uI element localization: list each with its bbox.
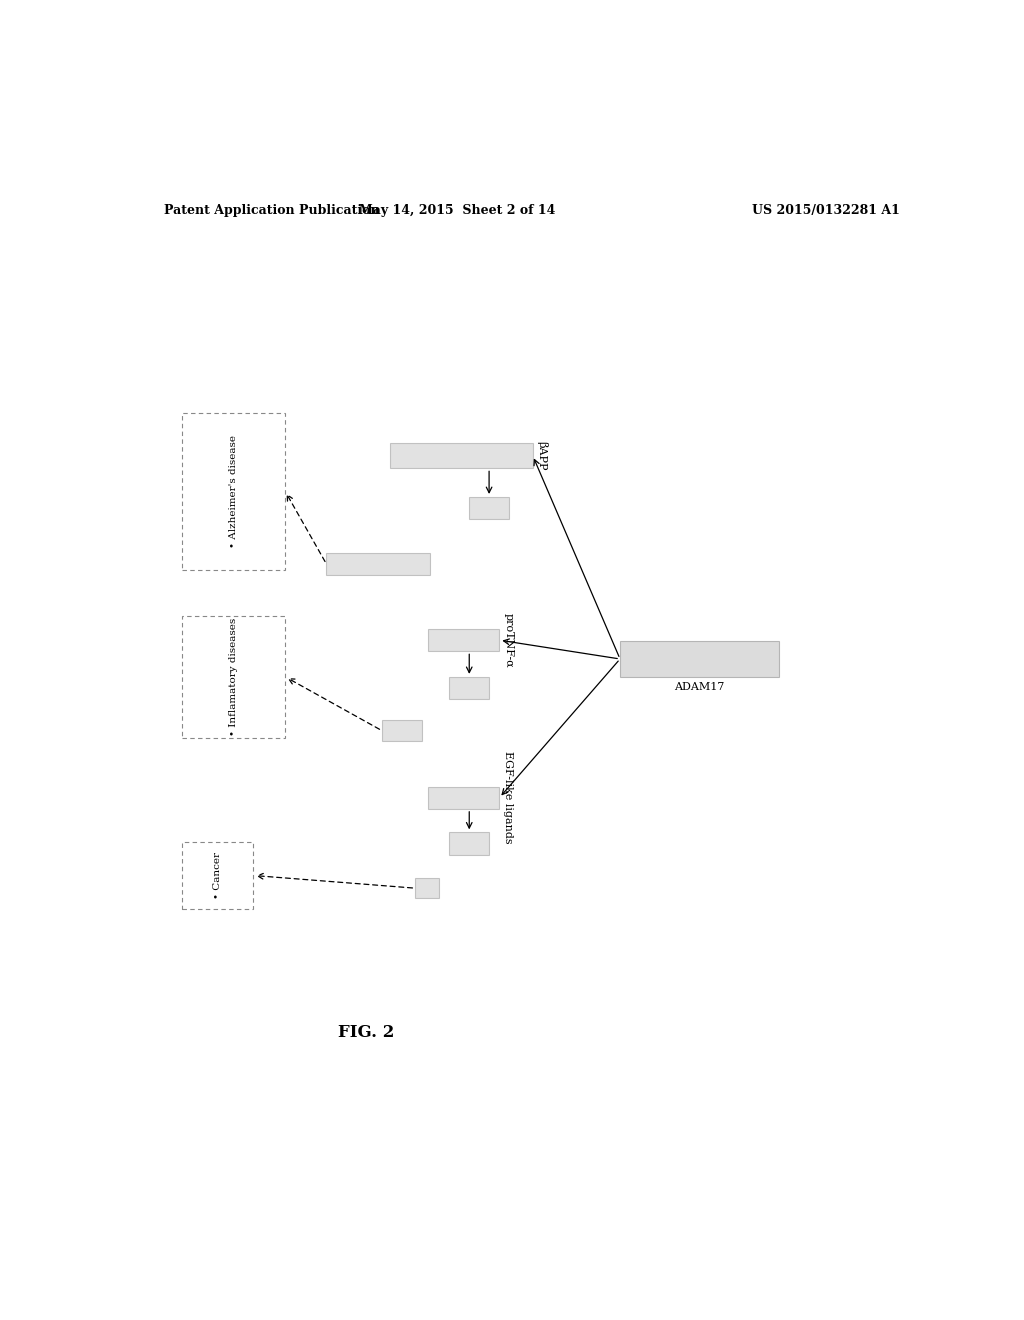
Bar: [469, 496, 509, 519]
Bar: [416, 878, 439, 899]
Bar: [182, 842, 253, 908]
Text: FIG. 2: FIG. 2: [338, 1024, 394, 1041]
Text: • Cancer: • Cancer: [213, 851, 222, 899]
Bar: [428, 630, 500, 651]
Text: EGF-like ligands: EGF-like ligands: [504, 751, 513, 843]
Text: Patent Application Publication: Patent Application Publication: [164, 205, 379, 216]
Text: ADAM17: ADAM17: [674, 682, 725, 692]
Text: May 14, 2015  Sheet 2 of 14: May 14, 2015 Sheet 2 of 14: [359, 205, 556, 216]
Text: proTNF-α: proTNF-α: [504, 612, 513, 668]
Text: βAPP: βAPP: [537, 441, 548, 470]
Bar: [428, 787, 500, 809]
Text: US 2015/0132281 A1: US 2015/0132281 A1: [753, 205, 900, 216]
Bar: [182, 413, 285, 570]
Bar: [450, 677, 489, 700]
Bar: [620, 642, 778, 677]
Text: • Inflamatory diseases: • Inflamatory diseases: [229, 618, 238, 735]
Bar: [327, 553, 430, 576]
Text: • Alzheimer's disease: • Alzheimer's disease: [229, 434, 238, 548]
Bar: [450, 833, 489, 854]
Bar: [382, 721, 422, 741]
Bar: [182, 615, 285, 738]
Bar: [390, 444, 532, 469]
